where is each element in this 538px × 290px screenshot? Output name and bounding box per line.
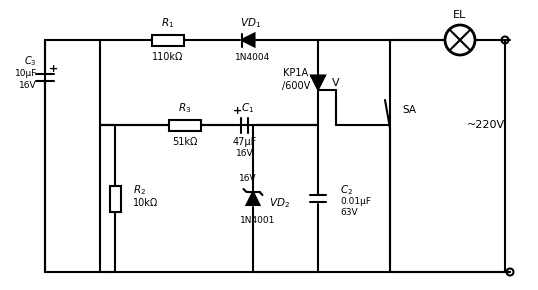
Text: 1N4001: 1N4001 — [240, 216, 275, 225]
Text: 16V: 16V — [236, 148, 254, 157]
Text: 0.01μF: 0.01μF — [340, 197, 371, 206]
Text: $C_3$: $C_3$ — [24, 55, 37, 68]
Text: 51kΩ: 51kΩ — [172, 137, 197, 147]
Text: 16V: 16V — [19, 81, 37, 90]
Text: ~220V: ~220V — [467, 120, 505, 130]
Polygon shape — [246, 192, 259, 205]
Text: 16V: 16V — [239, 174, 257, 183]
Polygon shape — [242, 34, 254, 46]
Text: 10kΩ: 10kΩ — [133, 198, 158, 209]
Text: +: + — [49, 64, 58, 73]
Text: EL: EL — [454, 10, 466, 20]
Bar — [169, 119, 201, 130]
Text: 63V: 63V — [340, 208, 358, 217]
Text: SA: SA — [402, 105, 416, 115]
Text: /600V: /600V — [282, 81, 310, 90]
Text: VD$_1$: VD$_1$ — [240, 16, 261, 30]
Text: 10μF: 10μF — [15, 69, 37, 78]
Text: $R_2$: $R_2$ — [133, 184, 146, 197]
Bar — [110, 186, 121, 211]
Text: VD$_2$: VD$_2$ — [269, 197, 290, 211]
Text: V: V — [332, 77, 339, 88]
Text: +: + — [232, 106, 242, 116]
Text: 110kΩ: 110kΩ — [152, 52, 183, 62]
Text: $R_3$: $R_3$ — [179, 101, 192, 115]
Text: $C_2$: $C_2$ — [340, 184, 353, 197]
Text: 47μF: 47μF — [233, 137, 257, 147]
Polygon shape — [311, 75, 325, 90]
Text: $R_1$: $R_1$ — [161, 16, 175, 30]
Bar — [152, 35, 184, 46]
Text: $C_1$: $C_1$ — [242, 101, 254, 115]
Text: 1N4004: 1N4004 — [236, 52, 271, 61]
Text: KP1A: KP1A — [284, 68, 309, 79]
